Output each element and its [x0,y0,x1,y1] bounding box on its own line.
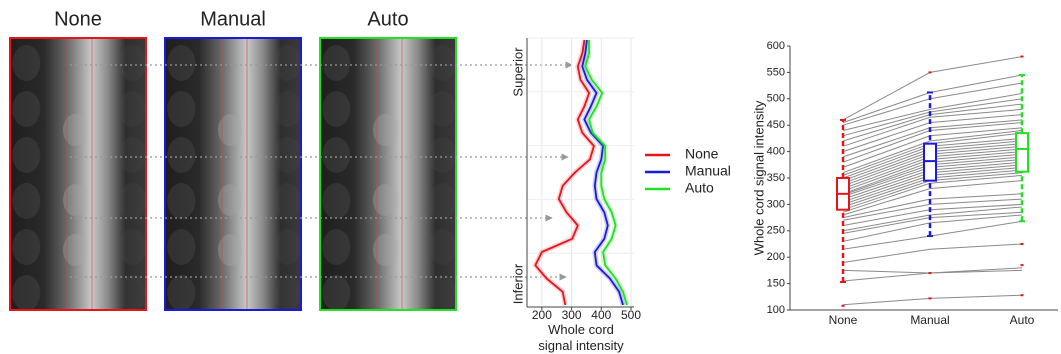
tissue-blob [322,183,350,219]
tissue-blob [118,183,146,219]
tissue-blob [167,183,195,219]
x-tick-label: 400 [591,308,611,322]
tissue-blob [12,137,40,173]
y-tick-label: 450 [767,119,785,131]
y-axis-label: Whole cord signal intensity [751,100,766,255]
panel-title: Auto [367,8,408,30]
x-tick-label: Manual [910,313,949,327]
tissue-blob [12,229,40,265]
profile-line [585,40,627,305]
tissue-blob [118,137,146,173]
panel-title: Manual [200,8,266,30]
legend-label: Auto [685,180,714,196]
tissue-blob [273,275,301,311]
tissue-blob [167,275,195,311]
y-tick-label: 550 [767,66,785,78]
figure: NoneManualAuto200300400500SuperiorInferi… [0,0,1061,354]
page: { "image_panels": [ {"title": "None", "c… [0,0,1061,354]
subject-line [843,268,1022,281]
bottom-label: Inferior [510,263,525,304]
tissue-blob [428,229,456,265]
subject-line [843,270,1022,273]
tissue-blob [118,275,146,311]
x-tick-label: Auto [1010,313,1035,327]
tissue-blob [12,45,40,81]
x-tick-label: None [829,313,858,327]
x-tick-label: 300 [562,308,582,322]
y-tick-label: 400 [767,146,785,158]
tissue-blob [167,91,195,127]
y-tick-label: 250 [767,225,785,237]
tissue-blob [118,91,146,127]
tissue-blob [322,45,350,81]
y-tick-label: 500 [767,93,785,105]
y-tick-label: 150 [767,278,785,290]
tissue-blob [12,183,40,219]
tissue-blob [428,137,456,173]
subject-line [843,83,1022,125]
tissue-blob [322,91,350,127]
legend-label: Manual [685,163,731,179]
tissue-blob [12,275,40,311]
tissue-blob [428,183,456,219]
top-label: Superior [510,47,525,97]
tissue-blob [322,137,350,173]
tissue-blob [167,229,195,265]
tissue-blob [167,137,195,173]
tissue-blob [118,229,146,265]
y-tick-label: 600 [767,40,785,52]
tissue-blob [12,91,40,127]
subject-line [843,207,1022,231]
subject-line [843,295,1022,305]
tissue-blob [322,275,350,311]
tissue-blob [273,183,301,219]
tissue-blob [273,229,301,265]
profile-x-label: Whole cord signal intensity [530,322,632,354]
tissue-blob [273,137,301,173]
tissue-blob [322,229,350,265]
legend-label: None [685,146,719,162]
box [1016,133,1028,172]
tissue-blob [118,45,146,81]
box [924,144,936,181]
subject-line [843,244,1022,263]
y-tick-label: 300 [767,198,785,210]
y-tick-label: 200 [767,251,785,263]
tissue-blob [428,91,456,127]
tissue-blob [167,45,195,81]
tissue-blob [428,275,456,311]
tissue-blob [428,45,456,81]
x-tick-label: 200 [532,308,552,322]
y-tick-label: 100 [767,304,785,316]
panel-title: None [54,8,102,30]
subject-line [843,57,1022,120]
x-tick-label: 500 [621,308,641,322]
tissue-blob [273,91,301,127]
y-tick-label: 350 [767,172,785,184]
tissue-blob [273,45,301,81]
